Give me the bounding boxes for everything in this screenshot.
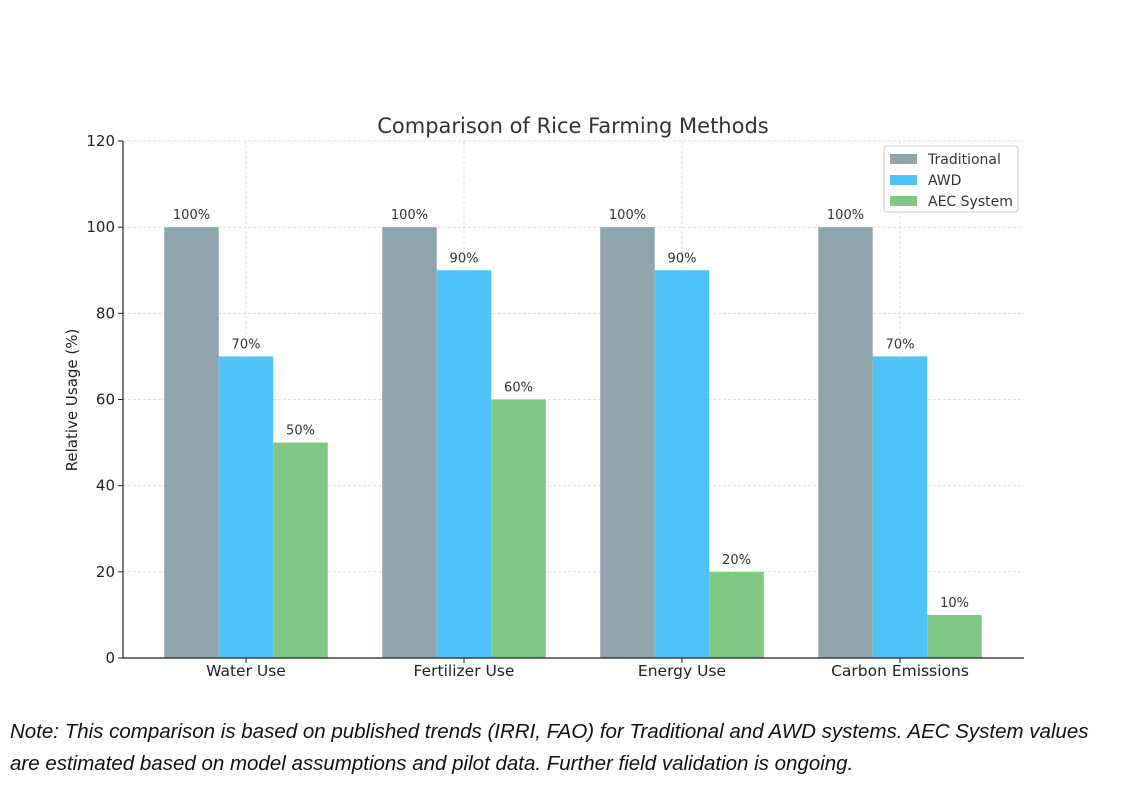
data-label: 100% (609, 208, 646, 223)
legend-label: AEC System (928, 194, 1013, 210)
legend-swatch (890, 175, 917, 185)
data-label: 50% (286, 424, 315, 439)
bar (818, 227, 873, 658)
y-tick-label: 80 (96, 304, 115, 322)
bar (927, 614, 982, 658)
y-tick-label: 20 (96, 563, 115, 581)
bar (382, 227, 437, 658)
legend-box (883, 145, 1019, 213)
data-label: 20% (722, 553, 751, 568)
footnote: Note: This comparison is based on publis… (10, 716, 1135, 780)
data-label: 60% (504, 381, 533, 396)
legend: Traditional AWD AEC System (883, 145, 1019, 213)
data-label: 90% (668, 251, 697, 266)
y-tick-label: 100 (86, 218, 115, 236)
bar-chart: 100% 100% 100% 100% 70% 90% 90% 70% 50% 60% 20% 10%… (63, 114, 1024, 680)
y-tick-label: 0 (105, 649, 115, 667)
x-tick-label: Water Use (206, 662, 286, 680)
bar (709, 571, 764, 658)
data-label: 70% (886, 337, 915, 352)
data-label: 100% (173, 208, 210, 223)
legend-swatch (890, 154, 917, 164)
legend-swatch (890, 196, 917, 206)
data-label: 10% (940, 596, 969, 611)
footnote-line-2: are estimated based on model assumptions… (10, 752, 854, 775)
bars (164, 227, 982, 658)
bar (872, 356, 928, 658)
y-tick-label: 120 (86, 132, 115, 150)
x-tick-label: Energy Use (638, 662, 726, 680)
legend-label: AWD (928, 173, 961, 189)
x-tick-label: Fertilizer Use (414, 662, 515, 680)
bar (218, 356, 274, 658)
data-label: 100% (827, 208, 864, 223)
data-label: 100% (391, 208, 428, 223)
bar (436, 270, 492, 658)
bar (273, 442, 328, 658)
data-labels: 100% 100% 100% 100% 70% 90% 90% 70% 50% 60% 20% 10% (173, 208, 969, 611)
chart-title: Comparison of Rice Farming Methods (377, 114, 768, 138)
legend-label: Traditional (927, 152, 1001, 168)
data-label: 90% (450, 251, 479, 266)
data-label: 70% (232, 337, 261, 352)
bar (600, 227, 655, 658)
axes: 0 20 40 60 80 100 120 Water Use Fertilizer Use En… (86, 132, 1024, 680)
bar (164, 227, 219, 658)
footnote-line-1: Note: This comparison is based on publis… (10, 720, 1089, 743)
y-tick-label: 60 (96, 391, 115, 409)
y-axis-label: Relative Usage (%) (63, 329, 81, 472)
y-tick-label: 40 (96, 477, 115, 495)
bar (491, 399, 546, 658)
bar (654, 270, 710, 658)
x-tick-label: Carbon Emissions (831, 662, 969, 680)
